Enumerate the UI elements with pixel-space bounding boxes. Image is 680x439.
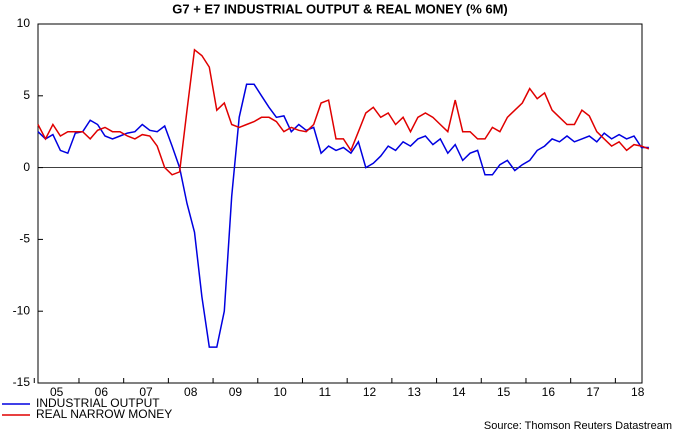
x-tick-label: 12 (363, 385, 377, 399)
x-tick-label: 13 (408, 385, 422, 399)
x-tick-label: 14 (452, 385, 466, 399)
x-tick-label: 06 (95, 385, 109, 399)
x-tick-label: 10 (273, 385, 287, 399)
x-tick-label: 05 (50, 385, 64, 399)
y-tick-label: 10 (17, 16, 31, 30)
y-tick-label: 5 (23, 88, 30, 102)
x-tick-label: 18 (631, 385, 645, 399)
chart-title: G7 + E7 INDUSTRIAL OUTPUT & REAL MONEY (… (172, 1, 508, 16)
legend-label: INDUSTRIAL OUTPUT (36, 396, 160, 410)
y-tick-label: -5 (19, 232, 30, 246)
series-line (37, 83, 649, 348)
y-tick-label: 0 (23, 160, 30, 174)
x-tick-label: 15 (497, 385, 511, 399)
plot-frame (37, 23, 643, 384)
y-tick-label: -15 (13, 375, 31, 389)
x-tick-label: 07 (139, 385, 153, 399)
legend-label: REAL NARROW MONEY (36, 407, 172, 421)
x-tick-label: 16 (542, 385, 556, 399)
y-tick-label: -10 (13, 303, 31, 317)
series-line (37, 48, 650, 176)
x-tick-label: 17 (586, 385, 600, 399)
x-tick-label: 09 (229, 385, 243, 399)
source-note: Source: Thomson Reuters Datastream (484, 420, 672, 432)
x-tick-label: 11 (319, 385, 332, 399)
x-tick-label: 08 (184, 385, 198, 399)
